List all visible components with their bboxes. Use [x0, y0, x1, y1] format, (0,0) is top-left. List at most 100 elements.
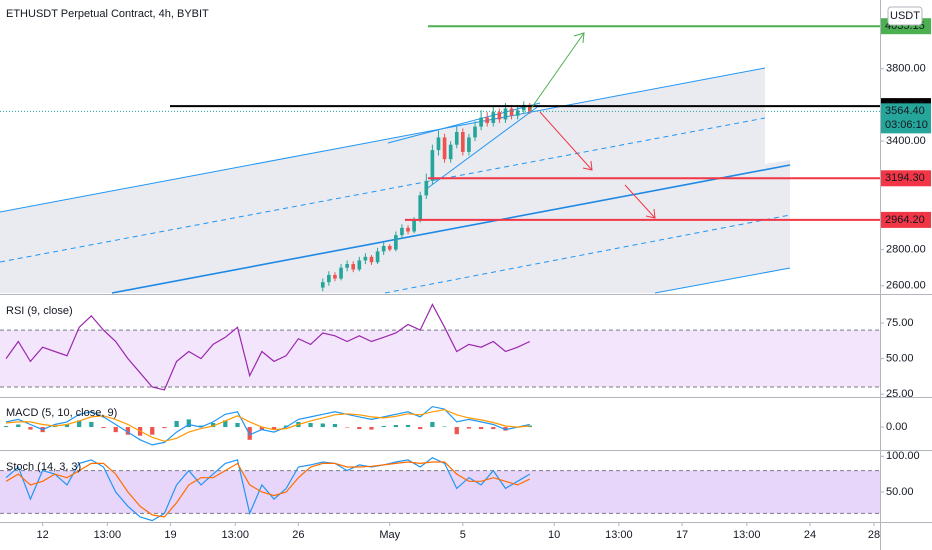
candle-body: [515, 110, 520, 116]
candle-body: [418, 195, 423, 221]
candle-body: [333, 274, 337, 279]
histogram-bar: [357, 427, 362, 430]
histogram-bar: [186, 419, 191, 428]
band-fill: [0, 470, 880, 514]
chart-title: ETHUSDT Perpetual Contract, 4h, BYBIT: [6, 8, 209, 20]
candle-body: [369, 256, 374, 263]
histogram-bar: [393, 425, 398, 428]
y-tick-label: 50.00: [886, 352, 914, 364]
channel-fill: [0, 68, 790, 293]
candle-body: [528, 104, 532, 112]
arrow-down: [539, 111, 593, 171]
histogram-bar: [491, 427, 496, 430]
countdown: 03:06:10: [885, 119, 928, 131]
x-tick-label: 26: [292, 529, 304, 541]
indicator-line: [5, 461, 531, 518]
histogram-bar: [113, 427, 118, 433]
candle-body: [485, 117, 490, 123]
x-tick-label: 13:00: [733, 529, 761, 541]
channel-drawing: [0, 67, 791, 294]
histogram-bar: [369, 427, 374, 430]
histogram-bar: [77, 420, 82, 428]
candle-body: [375, 251, 380, 263]
arrow-down: [624, 184, 656, 219]
candle-body: [442, 137, 447, 160]
candle-body: [473, 126, 477, 138]
price-tag-label: 3194.30: [885, 172, 925, 184]
histogram-bar: [235, 422, 240, 428]
histogram-bar: [150, 427, 155, 435]
channel-top: [0, 67, 766, 213]
candle-body: [345, 264, 349, 268]
indicator-title: RSI (9, close): [6, 305, 73, 317]
candle-body: [351, 264, 356, 270]
histogram-bar: [28, 427, 33, 430]
candle-body: [381, 245, 386, 252]
candle-body: [412, 220, 416, 232]
histogram-bar: [418, 427, 423, 430]
candle-body: [357, 260, 362, 270]
candle-body: [436, 137, 441, 151]
x-tick-label: 28: [868, 529, 880, 541]
histogram-bar: [271, 427, 277, 430]
histogram-bar: [405, 425, 411, 428]
x-tick-label: 13:00: [94, 529, 122, 541]
indicator-line: [6, 409, 530, 442]
band-fill: [0, 330, 880, 388]
histogram-bar: [64, 424, 70, 428]
histogram-bar: [198, 425, 204, 428]
indicator-title: Stoch (14, 3, 3): [6, 461, 81, 473]
candle-body: [497, 112, 502, 120]
y-tick-label: 25.00: [886, 388, 914, 400]
labels: ETHUSDT Perpetual Contract, 4h, BYBIT RS…: [6, 6, 923, 473]
candle-body: [491, 112, 496, 123]
arrow-head: [573, 32, 585, 44]
histogram-bar: [308, 422, 313, 428]
channel-lower-mid: [384, 214, 791, 294]
x-tick-label: 12: [37, 529, 49, 541]
histogram-bar: [162, 427, 167, 429]
x-tick-label: 10: [548, 529, 560, 541]
arrow-head: [645, 208, 656, 219]
x-tick-label: 17: [676, 529, 688, 541]
candle-body: [467, 137, 471, 152]
candle-body: [394, 235, 398, 250]
histogram-bar: [442, 426, 447, 428]
candle-body: [503, 108, 508, 120]
candle-body: [339, 267, 343, 279]
histogram-bar: [503, 427, 508, 431]
histogram-bar: [332, 423, 338, 428]
wedge-top: [387, 102, 541, 144]
indicator-line: [5, 405, 530, 446]
histogram-bar: [320, 423, 325, 428]
currency[interactable]: USDT: [890, 10, 920, 22]
histogram-bar: [466, 427, 472, 429]
x-tick-label: 13:00: [221, 529, 249, 541]
candle-body: [320, 282, 325, 288]
y-tick-label: 100.00: [886, 450, 920, 462]
y-tick-label: 50.00: [886, 486, 914, 498]
currency-box[interactable]: [887, 6, 923, 26]
y-tick-label: 0.00: [886, 421, 907, 433]
arrow-up: [529, 32, 585, 111]
candle-body: [327, 274, 331, 283]
histogram-bar: [381, 426, 386, 428]
candle-body: [461, 132, 465, 152]
histogram-bar: [259, 427, 264, 430]
price-tag: [881, 170, 931, 187]
arrow-head: [582, 160, 593, 171]
y-tick-label: 3800.00: [886, 63, 926, 75]
histogram-bar: [284, 425, 289, 428]
candle-body: [387, 245, 392, 250]
x-tick-label: May: [379, 529, 400, 541]
histogram-bar: [211, 422, 216, 428]
x-tick-label: 24: [804, 529, 816, 541]
wedge-bottom: [424, 104, 541, 191]
histogram-bar: [454, 427, 459, 435]
x-tick-label: 19: [164, 529, 176, 541]
histogram-bar: [101, 427, 106, 429]
histogram-bar: [16, 424, 21, 428]
indicator-line: [5, 303, 531, 391]
arrows: [529, 32, 656, 219]
y-tick-label: 75.00: [886, 317, 914, 329]
